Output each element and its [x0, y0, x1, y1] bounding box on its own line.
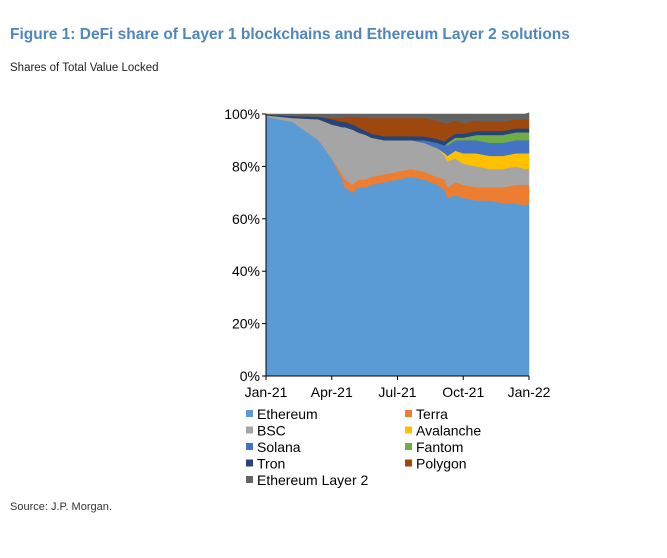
y-tick-label: 100%: [224, 106, 260, 122]
legend-swatch-tron: [246, 459, 253, 467]
legend-swatch-fantom: [405, 443, 412, 450]
x-tick-label: Apr-21: [311, 384, 353, 400]
legend-label-tron: Tron: [257, 456, 285, 472]
figure-title: Figure 1: DeFi share of Layer 1 blockcha…: [10, 26, 570, 43]
area-ethereum-layer-2: [265, 112, 530, 124]
legend-swatch-polygon: [405, 459, 412, 467]
x-tick-label: Jan-22: [508, 384, 551, 400]
legend-swatch-avalanche: [405, 426, 412, 434]
legend-label-bsc: BSC: [257, 423, 286, 439]
legend-label-fantom: Fantom: [416, 439, 463, 455]
legend-label-terra: Terra: [416, 406, 448, 422]
y-tick-label: 40%: [232, 263, 260, 279]
x-tick-label: Oct-21: [442, 384, 484, 400]
y-tick-label: 60%: [232, 211, 260, 227]
x-tick-label: Jul-21: [378, 384, 416, 400]
figure-subtitle: Shares of Total Value Locked: [10, 62, 159, 74]
y-tick-label: 20%: [232, 316, 260, 332]
legend-swatch-terra: [405, 410, 412, 417]
legend-label-avalanche: Avalanche: [416, 423, 481, 439]
legend-label-ethereum-layer-2: Ethereum Layer 2: [257, 472, 368, 488]
legend-swatch-bsc: [246, 426, 253, 434]
axes: 0% 20% 40% 60% 80% 100% Jan-21 Apr-21 Jul-21 Oct-…: [224, 106, 550, 400]
legend-label-polygon: Polygon: [416, 456, 467, 472]
x-tick-label: Jan-21: [245, 384, 288, 400]
figure-source: Source: J.P. Morgan.: [10, 501, 112, 513]
stacked-area-chart: 0% 20% 40% 60% 80% 100% Jan-21 Apr-21 Jul-21 Oct-…: [224, 106, 550, 488]
area-layer: [265, 112, 530, 377]
legend-swatch-solana: [246, 443, 253, 450]
legend-swatch-ethereum-layer-2: [246, 476, 253, 483]
legend-swatch-ethereum: [246, 410, 253, 417]
y-tick-label: 80%: [232, 158, 260, 174]
y-tick-label: 0%: [240, 368, 260, 384]
legend: Ethereum Terra BSC Avalanche Solana Fantom Tro…: [246, 406, 481, 488]
legend-label-ethereum: Ethereum: [257, 406, 318, 422]
legend-label-solana: Solana: [257, 439, 301, 455]
